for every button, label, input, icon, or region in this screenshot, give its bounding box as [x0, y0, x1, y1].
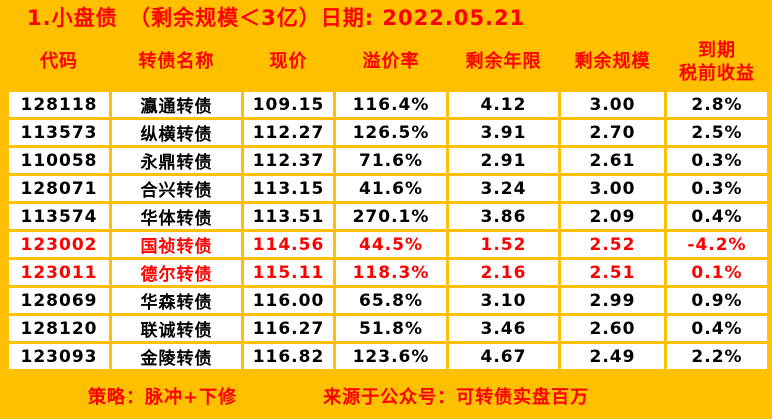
cell-years: 4.67 [446, 341, 561, 372]
cell-name: 合兴转债 [109, 173, 244, 204]
cell-yield: -4.2% [664, 229, 770, 260]
bond-table: 代码 转债名称 现价 溢价率 剩余年限 剩余规模 到期 税前收益 128118 … [6, 33, 770, 372]
cell-name: 华体转债 [109, 201, 244, 232]
cell-code: 128120 [6, 313, 112, 344]
cell-premium: 126.5% [333, 117, 449, 148]
cell-price: 116.27 [241, 313, 336, 344]
cell-code: 128069 [6, 285, 112, 316]
cell-premium: 270.1% [333, 201, 449, 232]
cell-scale: 2.09 [558, 201, 667, 232]
cell-code: 128071 [6, 173, 112, 204]
cell-code: 113574 [6, 201, 112, 232]
cell-scale: 2.99 [558, 285, 667, 316]
cell-name: 瀛通转债 [109, 89, 244, 120]
col-header-scale: 剩余规模 [558, 33, 667, 92]
bond-row: 113574 华体转债 113.51 270.1% 3.86 2.09 0.4% [6, 201, 770, 232]
header-row: 代码 转债名称 现价 溢价率 剩余年限 剩余规模 到期 税前收益 [6, 33, 770, 92]
cell-name: 国祯转债 [109, 229, 244, 260]
cell-scale: 2.52 [558, 229, 667, 260]
cell-yield: 0.4% [664, 313, 770, 344]
cell-years: 2.91 [446, 145, 561, 176]
cell-yield: 2.2% [664, 341, 770, 372]
cell-code: 123011 [6, 257, 112, 288]
bond-row: 128120 联诚转债 116.27 51.8% 3.46 2.60 0.4% [6, 313, 770, 344]
cell-yield: 2.5% [664, 117, 770, 148]
cell-premium: 71.6% [333, 145, 449, 176]
cell-scale: 2.60 [558, 313, 667, 344]
cell-price: 116.82 [241, 341, 336, 372]
cell-price: 112.27 [241, 117, 336, 148]
cell-price: 115.11 [241, 257, 336, 288]
cell-price: 109.15 [241, 89, 336, 120]
cell-code: 113573 [6, 117, 112, 148]
cell-yield: 0.9% [664, 285, 770, 316]
source-label: 来源于公众号：可转债实盘百万 [323, 386, 590, 408]
footer: 策略：脉冲+下修 来源于公众号：可转债实盘百万 [0, 372, 772, 419]
col-header-name: 转债名称 [109, 33, 244, 92]
cell-yield: 0.1% [664, 257, 770, 288]
cell-scale: 2.49 [558, 341, 667, 372]
cell-years: 4.12 [446, 89, 561, 120]
bond-table-body: 128118 瀛通转债 109.15 116.4% 4.12 3.00 2.8%… [6, 89, 770, 372]
cell-name: 德尔转债 [109, 257, 244, 288]
cell-years: 3.24 [446, 173, 561, 204]
cell-price: 116.00 [241, 285, 336, 316]
cell-premium: 41.6% [333, 173, 449, 204]
col-header-code: 代码 [6, 33, 112, 92]
bond-row: 123011 德尔转债 115.11 118.3% 2.16 2.51 0.1% [6, 257, 770, 288]
cell-years: 3.46 [446, 313, 561, 344]
cell-scale: 3.00 [558, 173, 667, 204]
cell-scale: 2.51 [558, 257, 667, 288]
cell-years: 1.52 [446, 229, 561, 260]
cell-yield: 0.3% [664, 173, 770, 204]
page-title: 1.小盘债 （剩余规模＜3亿）日期: 2022.05.21 [27, 5, 526, 30]
cell-code: 123093 [6, 341, 112, 372]
cell-price: 113.51 [241, 201, 336, 232]
cell-name: 联诚转债 [109, 313, 244, 344]
cell-name: 金陵转债 [109, 341, 244, 372]
cell-name: 纵横转债 [109, 117, 244, 148]
bond-row: 128118 瀛通转债 109.15 116.4% 4.12 3.00 2.8% [6, 89, 770, 120]
col-header-years: 剩余年限 [446, 33, 561, 92]
cell-code: 128118 [6, 89, 112, 120]
bond-row: 113573 纵横转债 112.27 126.5% 3.91 2.70 2.5% [6, 117, 770, 148]
col-header-price: 现价 [241, 33, 336, 92]
cell-premium: 44.5% [333, 229, 449, 260]
cell-price: 114.56 [241, 229, 336, 260]
cell-yield: 0.3% [664, 145, 770, 176]
cell-yield: 2.8% [664, 89, 770, 120]
cell-premium: 123.6% [333, 341, 449, 372]
bond-row: 123002 国祯转债 114.56 44.5% 1.52 2.52 -4.2% [6, 229, 770, 260]
cell-price: 112.37 [241, 145, 336, 176]
cell-code: 123002 [6, 229, 112, 260]
cell-price: 113.15 [241, 173, 336, 204]
cell-premium: 116.4% [333, 89, 449, 120]
cell-yield: 0.4% [664, 201, 770, 232]
cell-name: 华森转债 [109, 285, 244, 316]
cell-premium: 65.8% [333, 285, 449, 316]
bond-row: 123093 金陵转债 116.82 123.6% 4.67 2.49 2.2% [6, 341, 770, 372]
cell-premium: 51.8% [333, 313, 449, 344]
bond-row: 110058 永鼎转债 112.37 71.6% 2.91 2.61 0.3% [6, 145, 770, 176]
bond-table-header: 代码 转债名称 现价 溢价率 剩余年限 剩余规模 到期 税前收益 [6, 33, 770, 92]
cell-years: 3.86 [446, 201, 561, 232]
cell-years: 3.10 [446, 285, 561, 316]
cell-name: 永鼎转债 [109, 145, 244, 176]
cell-code: 110058 [6, 145, 112, 176]
col-header-yield: 到期 税前收益 [664, 33, 770, 92]
bond-row: 128071 合兴转债 113.15 41.6% 3.24 3.00 0.3% [6, 173, 770, 204]
cell-years: 2.16 [446, 257, 561, 288]
cell-premium: 118.3% [333, 257, 449, 288]
strategy-label: 策略：脉冲+下修 [88, 386, 238, 408]
cell-years: 3.91 [446, 117, 561, 148]
col-header-premium: 溢价率 [333, 33, 449, 92]
bond-row: 128069 华森转债 116.00 65.8% 3.10 2.99 0.9% [6, 285, 770, 316]
cell-scale: 3.00 [558, 89, 667, 120]
cell-scale: 2.61 [558, 145, 667, 176]
cell-scale: 2.70 [558, 117, 667, 148]
